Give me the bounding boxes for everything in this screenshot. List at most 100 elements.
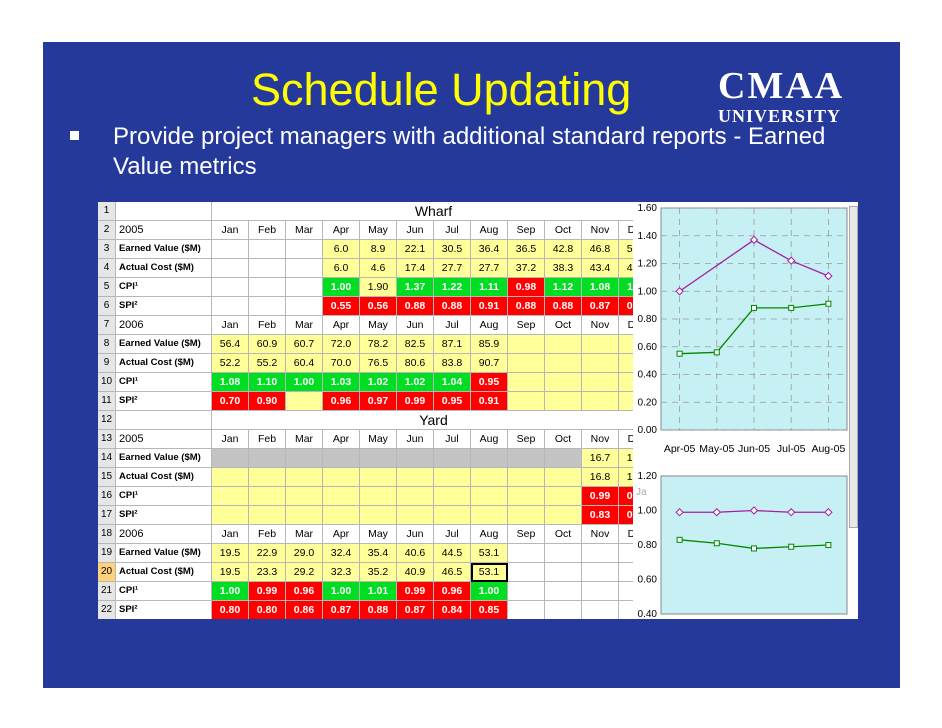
data-cell[interactable] — [508, 601, 545, 619]
data-cell[interactable] — [582, 582, 619, 601]
month-header[interactable]: Sep — [508, 430, 545, 449]
month-header[interactable]: Mar — [286, 430, 323, 449]
data-cell[interactable]: 1.02 — [397, 373, 434, 392]
data-cell[interactable]: 0.88 — [360, 601, 397, 619]
row-number[interactable]: 6 — [98, 297, 116, 316]
data-cell[interactable]: 53.1 — [471, 544, 508, 563]
metric-label[interactable]: Earned Value ($M) — [116, 449, 212, 468]
metric-label[interactable]: CPI¹ — [116, 487, 212, 506]
data-cell[interactable] — [212, 449, 249, 468]
data-cell[interactable] — [508, 563, 545, 582]
data-cell[interactable]: 0.87 — [397, 601, 434, 619]
data-cell[interactable] — [471, 449, 508, 468]
month-header[interactable]: Aug — [471, 316, 508, 335]
data-cell[interactable]: 17.4 — [397, 259, 434, 278]
data-cell[interactable] — [397, 506, 434, 525]
metric-label[interactable]: CPI¹ — [116, 373, 212, 392]
month-header[interactable]: Jun — [397, 221, 434, 240]
data-cell[interactable] — [508, 373, 545, 392]
month-header[interactable]: Jan — [212, 221, 249, 240]
data-cell[interactable]: 72.0 — [323, 335, 360, 354]
data-cell[interactable] — [212, 506, 249, 525]
data-cell[interactable] — [286, 449, 323, 468]
row-number[interactable]: 10 — [98, 373, 116, 392]
month-header[interactable]: Jan — [212, 525, 249, 544]
data-cell[interactable]: 0.98 — [508, 278, 545, 297]
data-cell[interactable]: 0.55 — [323, 297, 360, 316]
data-cell[interactable]: 1.12 — [545, 278, 582, 297]
data-cell[interactable]: 19.5 — [212, 544, 249, 563]
month-header[interactable]: Feb — [249, 430, 286, 449]
row-number[interactable]: 14 — [98, 449, 116, 468]
data-cell[interactable]: 0.99 — [249, 582, 286, 601]
row-number[interactable]: 11 — [98, 392, 116, 411]
metric-label[interactable]: CPI¹ — [116, 582, 212, 601]
data-cell[interactable]: 60.4 — [286, 354, 323, 373]
data-cell[interactable]: 43.4 — [582, 259, 619, 278]
data-cell[interactable]: 0.88 — [508, 297, 545, 316]
data-cell[interactable] — [323, 506, 360, 525]
data-cell[interactable] — [212, 468, 249, 487]
data-cell[interactable]: 35.4 — [360, 544, 397, 563]
data-cell[interactable]: 0.87 — [323, 601, 360, 619]
data-cell[interactable]: 6.0 — [323, 240, 360, 259]
data-cell[interactable] — [508, 392, 545, 411]
data-cell[interactable] — [508, 468, 545, 487]
data-cell[interactable] — [286, 240, 323, 259]
month-header[interactable]: Nov — [582, 316, 619, 335]
data-cell[interactable] — [249, 487, 286, 506]
month-header[interactable]: Apr — [323, 221, 360, 240]
data-cell[interactable] — [545, 563, 582, 582]
row-number[interactable]: 4 — [98, 259, 116, 278]
row-label-cell[interactable] — [116, 411, 212, 430]
data-cell[interactable]: 0.88 — [545, 297, 582, 316]
year-label[interactable]: 2006 — [116, 316, 212, 335]
data-cell[interactable]: 0.85 — [471, 601, 508, 619]
data-cell[interactable]: 29.0 — [286, 544, 323, 563]
row-number[interactable]: 16 — [98, 487, 116, 506]
data-cell[interactable] — [508, 544, 545, 563]
data-cell[interactable] — [545, 582, 582, 601]
data-cell[interactable]: 70.0 — [323, 354, 360, 373]
row-number[interactable]: 1 — [98, 202, 116, 221]
row-number[interactable]: 20 — [98, 563, 116, 582]
data-cell[interactable]: 60.9 — [249, 335, 286, 354]
data-cell[interactable]: 16.8 — [582, 468, 619, 487]
data-cell[interactable]: 6.0 — [323, 259, 360, 278]
data-cell[interactable] — [249, 468, 286, 487]
month-header[interactable]: Mar — [286, 221, 323, 240]
data-cell[interactable] — [286, 297, 323, 316]
data-cell[interactable] — [508, 335, 545, 354]
month-header[interactable]: Apr — [323, 316, 360, 335]
data-cell[interactable]: 56.4 — [212, 335, 249, 354]
data-cell[interactable]: 83.8 — [434, 354, 471, 373]
data-cell[interactable]: 8.9 — [360, 240, 397, 259]
data-cell[interactable]: 19.5 — [212, 563, 249, 582]
data-cell[interactable] — [434, 449, 471, 468]
metric-label[interactable]: Actual Cost ($M) — [116, 563, 212, 582]
month-header[interactable]: Apr — [323, 525, 360, 544]
data-cell[interactable] — [360, 506, 397, 525]
data-cell[interactable]: 32.3 — [323, 563, 360, 582]
row-number[interactable]: 5 — [98, 278, 116, 297]
month-header[interactable]: Nov — [582, 430, 619, 449]
data-cell[interactable] — [249, 297, 286, 316]
row-number[interactable]: 2 — [98, 221, 116, 240]
data-cell[interactable]: 1.22 — [434, 278, 471, 297]
data-cell[interactable] — [508, 582, 545, 601]
data-cell[interactable] — [360, 449, 397, 468]
metric-label[interactable]: Actual Cost ($M) — [116, 259, 212, 278]
month-header[interactable]: May — [360, 316, 397, 335]
data-cell[interactable]: 29.2 — [286, 563, 323, 582]
data-cell[interactable]: 1.00 — [286, 373, 323, 392]
data-cell[interactable] — [286, 487, 323, 506]
data-cell[interactable]: 22.9 — [249, 544, 286, 563]
data-cell[interactable]: 1.02 — [360, 373, 397, 392]
data-cell[interactable] — [323, 468, 360, 487]
data-cell[interactable]: 35.2 — [360, 563, 397, 582]
data-cell[interactable]: 1.08 — [212, 373, 249, 392]
data-cell[interactable]: 1.00 — [471, 582, 508, 601]
data-cell[interactable] — [545, 373, 582, 392]
metric-label[interactable]: Earned Value ($M) — [116, 544, 212, 563]
data-cell[interactable]: 0.86 — [286, 601, 323, 619]
